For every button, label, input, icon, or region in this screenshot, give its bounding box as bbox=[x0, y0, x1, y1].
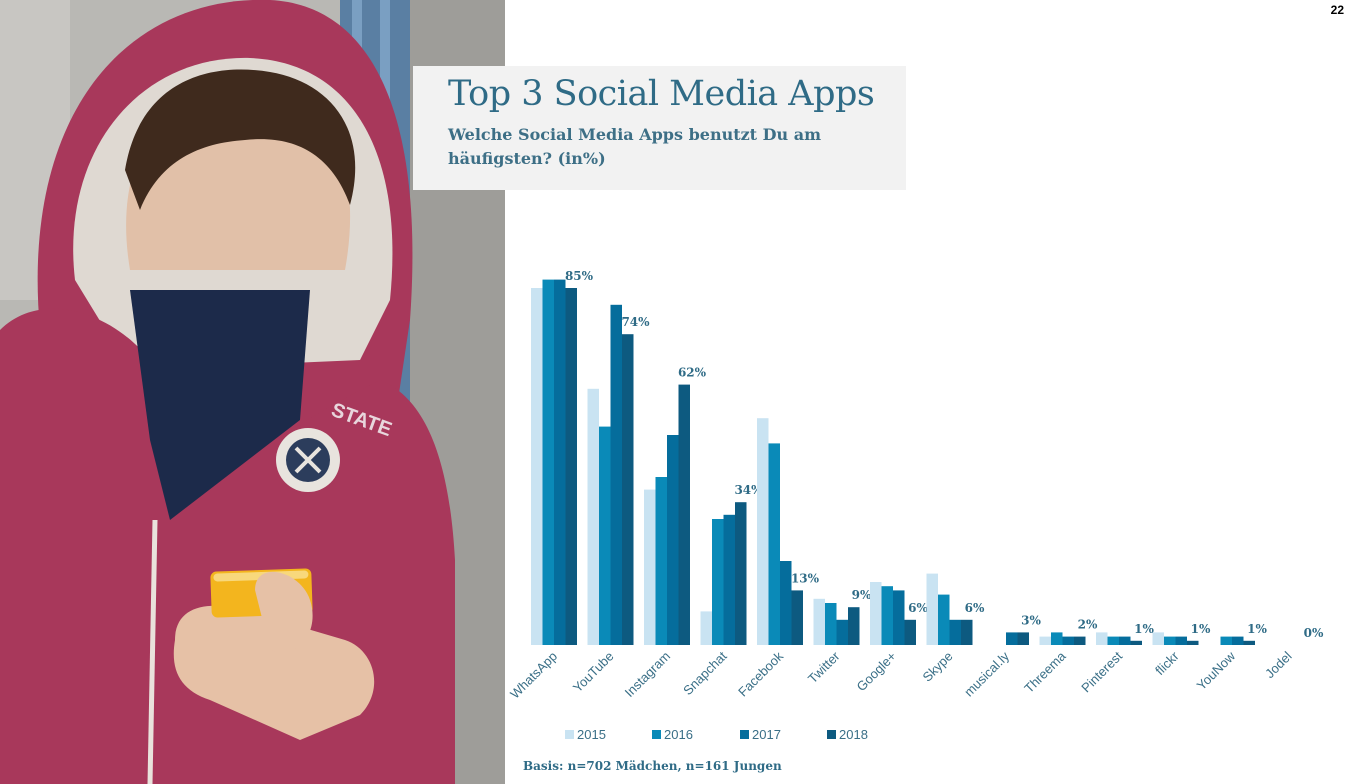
category-label: YouTube bbox=[570, 649, 617, 696]
bar-2015-youtube bbox=[587, 388, 599, 645]
category-label: Skype bbox=[919, 649, 955, 685]
legend-item-2016: 2016 bbox=[652, 727, 693, 742]
bar-2016-facebook bbox=[768, 443, 780, 645]
bar-2017-threema bbox=[1062, 636, 1074, 645]
bar-2017-younow bbox=[1232, 636, 1244, 645]
bar-2018-younow bbox=[1243, 640, 1255, 645]
category-label: Google+ bbox=[854, 649, 900, 695]
bar-chart: 85% WhatsApp 74% YouTube 62% Instagram 34% Snap… bbox=[507, 269, 1324, 702]
bar-2018-flickr bbox=[1187, 640, 1199, 645]
bar-2017-instagram bbox=[667, 435, 679, 645]
bar-2018-threema bbox=[1074, 636, 1086, 645]
data-label: 74% bbox=[621, 315, 650, 329]
category-label: WhatsApp bbox=[507, 649, 560, 702]
category-label: musical.ly bbox=[961, 648, 1012, 699]
footnote: Basis: n=702 Mädchen, n=161 Jungen bbox=[523, 759, 782, 773]
bar-2017-flickr bbox=[1175, 636, 1187, 645]
bar-2015-instagram bbox=[644, 489, 656, 645]
data-label: 6% bbox=[965, 601, 985, 615]
bar-2015-twitter bbox=[813, 598, 825, 645]
bar-2017-snapchat bbox=[723, 514, 735, 645]
bar-2016-younow bbox=[1220, 636, 1232, 645]
bar-2017-skype bbox=[949, 619, 961, 645]
legend-swatch-2018 bbox=[827, 730, 836, 739]
bar-2015-google- bbox=[870, 582, 882, 645]
bar-2018-whatsapp bbox=[565, 288, 577, 645]
legend-swatch-2015 bbox=[565, 730, 574, 739]
bar-2017-google- bbox=[893, 590, 905, 645]
category-label: Twitter bbox=[805, 648, 843, 686]
bar-2017-facebook bbox=[780, 561, 792, 645]
bar-2015-snapchat bbox=[700, 611, 712, 645]
category-label: Jodel bbox=[1262, 648, 1295, 681]
legend-item-2015: 2015 bbox=[565, 727, 606, 742]
bar-2015-whatsapp bbox=[531, 288, 543, 645]
chart-subtitle: Welche Social Media Apps benutzt Du am h… bbox=[448, 125, 822, 168]
bar-2016-instagram bbox=[655, 477, 667, 645]
legend-label-2018: 2018 bbox=[839, 727, 868, 742]
bar-2018-skype bbox=[961, 619, 973, 645]
bar-2017-whatsapp bbox=[554, 279, 566, 645]
data-label: 13% bbox=[791, 571, 820, 585]
chart-title: Top 3 Social Media Apps bbox=[448, 74, 875, 114]
data-label: 62% bbox=[678, 366, 707, 380]
category-label: Snapchat bbox=[680, 648, 730, 698]
legend-swatch-2016 bbox=[652, 730, 661, 739]
data-label: 6% bbox=[908, 601, 928, 615]
legend-label-2017: 2017 bbox=[752, 727, 781, 742]
bar-2016-threema bbox=[1051, 632, 1063, 645]
bar-2017-pinterest bbox=[1119, 636, 1131, 645]
page-number: 22 bbox=[1330, 3, 1344, 17]
data-label: 1% bbox=[1247, 622, 1267, 636]
category-label: Facebook bbox=[735, 648, 786, 699]
bar-2015-facebook bbox=[757, 418, 769, 645]
data-label: 1% bbox=[1134, 622, 1154, 636]
data-label: 0% bbox=[1304, 626, 1324, 640]
category-label: YouNow bbox=[1194, 648, 1239, 693]
bar-2018-pinterest bbox=[1130, 640, 1142, 645]
data-label: 3% bbox=[1021, 613, 1041, 627]
bar-2016-pinterest bbox=[1107, 636, 1119, 645]
legend-item-2017: 2017 bbox=[740, 727, 781, 742]
data-label: 1% bbox=[1191, 622, 1211, 636]
bar-2016-whatsapp bbox=[542, 279, 554, 645]
category-label: Instagram bbox=[622, 649, 673, 700]
bar-2016-twitter bbox=[825, 603, 837, 645]
bar-2015-flickr bbox=[1152, 632, 1164, 645]
legend-item-2018: 2018 bbox=[827, 727, 868, 742]
bar-2016-snapchat bbox=[712, 519, 724, 645]
bar-2018-google- bbox=[904, 619, 916, 645]
bar-2017-musical-ly bbox=[1006, 632, 1018, 645]
bar-2018-musical-ly bbox=[1017, 632, 1029, 645]
bar-2015-threema bbox=[1039, 636, 1051, 645]
category-label: Threema bbox=[1021, 648, 1069, 696]
legend-label-2016: 2016 bbox=[664, 727, 693, 742]
legend-swatch-2017 bbox=[740, 730, 749, 739]
bar-2015-pinterest bbox=[1096, 632, 1108, 645]
bar-2017-twitter bbox=[836, 619, 848, 645]
bar-2018-youtube bbox=[622, 334, 634, 645]
bar-2016-flickr bbox=[1164, 636, 1176, 645]
bar-2018-facebook bbox=[791, 590, 803, 645]
bar-2018-snapchat bbox=[735, 502, 747, 645]
title-box: Top 3 Social Media Apps Welche Social Me… bbox=[413, 66, 906, 190]
bar-2016-google- bbox=[881, 586, 893, 645]
bar-2017-youtube bbox=[610, 304, 622, 645]
data-label: 9% bbox=[852, 588, 872, 602]
bar-2015-skype bbox=[926, 573, 938, 645]
legend-label-2015: 2015 bbox=[577, 727, 606, 742]
bar-2016-skype bbox=[938, 594, 950, 645]
data-label: 2% bbox=[1078, 618, 1098, 632]
bar-2018-twitter bbox=[848, 607, 860, 645]
data-label: 85% bbox=[565, 269, 594, 283]
bar-2018-instagram bbox=[678, 384, 690, 645]
data-label: 34% bbox=[734, 483, 763, 497]
bar-2016-youtube bbox=[599, 426, 611, 645]
category-label: Pinterest bbox=[1078, 648, 1125, 695]
category-label: flickr bbox=[1152, 648, 1182, 678]
